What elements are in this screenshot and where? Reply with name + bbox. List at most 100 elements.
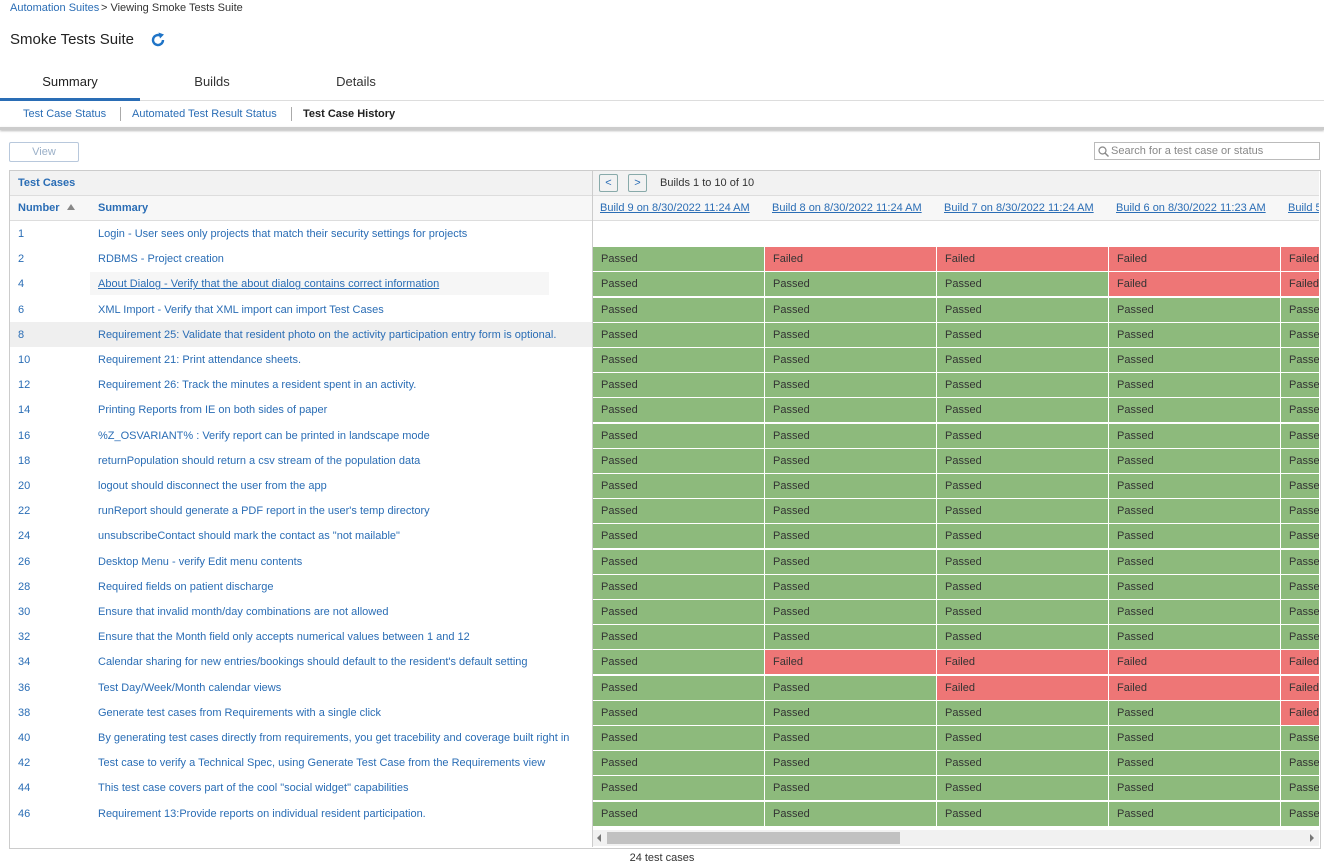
result-text: Passed <box>601 304 638 316</box>
scroll-left[interactable] <box>596 834 602 842</box>
row-number[interactable]: 28 <box>18 581 30 593</box>
tab[interactable]: Summary <box>20 74 120 89</box>
row-summary[interactable]: This test case covers part of the cool "… <box>98 782 408 794</box>
pager-next[interactable]: > <box>628 174 647 192</box>
row-number[interactable]: 16 <box>18 430 30 442</box>
row-summary[interactable]: Test Day/Week/Month calendar views <box>98 682 281 694</box>
row-number[interactable]: 20 <box>18 480 30 492</box>
scroll-right[interactable] <box>1309 834 1315 842</box>
row-number[interactable]: 12 <box>18 379 30 391</box>
scrollbar-thumb[interactable] <box>607 832 900 844</box>
result-cell: Passed <box>765 600 936 624</box>
result-text: Passed <box>1289 480 1319 492</box>
row-number[interactable]: 26 <box>18 556 30 568</box>
result-text: Passed <box>773 455 810 467</box>
result-text: Passed <box>945 707 982 719</box>
row-summary[interactable]: Ensure that invalid month/day combinatio… <box>98 606 388 618</box>
build-header[interactable]: Build 9 on 8/30/2022 11:24 AM <box>600 202 750 214</box>
tab[interactable]: Builds <box>162 74 262 89</box>
row-summary[interactable]: Generate test cases from Requirements wi… <box>98 707 381 719</box>
result-cell: Passed <box>765 272 936 296</box>
row-number[interactable]: 42 <box>18 757 30 769</box>
row-summary[interactable]: By generating test cases directly from r… <box>98 732 569 744</box>
result-text: Passed <box>945 782 982 794</box>
row-number[interactable]: 2 <box>18 253 24 265</box>
build-header[interactable]: Build 5 <box>1288 202 1319 214</box>
row-number[interactable]: 10 <box>18 354 30 366</box>
row-summary[interactable]: Test case to verify a Technical Spec, us… <box>98 757 545 769</box>
row-number[interactable]: 46 <box>18 808 30 820</box>
row-summary[interactable]: returnPopulation should return a csv str… <box>98 455 420 467</box>
row-summary[interactable]: About Dialog - Verify that the about dia… <box>98 278 439 290</box>
number-header[interactable]: Number <box>18 202 60 214</box>
result-text: Passed <box>945 304 982 316</box>
result-cell: Passed <box>593 449 764 473</box>
row-number[interactable]: 14 <box>18 404 30 416</box>
result-cell: Failed <box>1281 650 1319 674</box>
search-box[interactable]: Search for a test case or status <box>1094 142 1320 160</box>
row-number[interactable]: 18 <box>18 455 30 467</box>
row-summary[interactable]: Requirement 13:Provide reports on indivi… <box>98 808 426 820</box>
result-text: Passed <box>601 808 638 820</box>
result-text: Passed <box>1289 606 1319 618</box>
subtab[interactable]: Test Case History <box>303 108 395 120</box>
row-summary[interactable]: Requirement 21: Print attendance sheets. <box>98 354 301 366</box>
result-text: Passed <box>773 707 810 719</box>
row-summary[interactable]: Required fields on patient discharge <box>98 581 274 593</box>
row-number[interactable]: 34 <box>18 656 30 668</box>
row-number[interactable]: 22 <box>18 505 30 517</box>
tab[interactable]: Details <box>306 74 406 89</box>
row-summary[interactable]: XML Import - Verify that XML import can … <box>98 304 384 316</box>
result-cell: Passed <box>765 449 936 473</box>
pager-prev[interactable]: < <box>599 174 618 192</box>
row-number[interactable]: 40 <box>18 732 30 744</box>
result-text: Passed <box>1289 732 1319 744</box>
build-header[interactable]: Build 6 on 8/30/2022 11:23 AM <box>1116 202 1266 214</box>
result-text: Passed <box>601 379 638 391</box>
result-text: Passed <box>1117 707 1154 719</box>
row-summary[interactable]: Requirement 25: Validate that resident p… <box>98 329 556 341</box>
row-summary[interactable]: unsubscribeContact should mark the conta… <box>98 530 400 542</box>
subtab[interactable]: Automated Test Result Status <box>132 108 277 120</box>
row-summary[interactable]: Requirement 26: Track the minutes a resi… <box>98 379 416 391</box>
scrollbar[interactable] <box>593 830 1319 846</box>
row-summary[interactable]: %Z_OSVARIANT% : Verify report can be pri… <box>98 430 430 442</box>
result-text: Passed <box>1117 379 1154 391</box>
result-text: Passed <box>1289 430 1319 442</box>
result-cell: Passed <box>1281 600 1319 624</box>
result-cell: Passed <box>1281 398 1319 422</box>
subtab[interactable]: Test Case Status <box>23 108 106 120</box>
result-text: Passed <box>773 606 810 618</box>
row-number[interactable]: 44 <box>18 782 30 794</box>
view-button[interactable]: View <box>9 142 79 162</box>
row-number[interactable]: 38 <box>18 707 30 719</box>
build-header[interactable]: Build 8 on 8/30/2022 11:24 AM <box>772 202 922 214</box>
result-text: Passed <box>1117 354 1154 366</box>
row-summary[interactable]: Desktop Menu - verify Edit menu contents <box>98 556 302 568</box>
row-number[interactable]: 24 <box>18 530 30 542</box>
result-cell: Passed <box>1281 625 1319 649</box>
row-number[interactable]: 6 <box>18 304 24 316</box>
row-summary[interactable]: runReport should generate a PDF report i… <box>98 505 430 517</box>
row-summary[interactable]: Login - User sees only projects that mat… <box>98 228 467 240</box>
row-number[interactable]: 36 <box>18 682 30 694</box>
result-cell: Passed <box>593 575 764 599</box>
refresh-icon[interactable] <box>149 31 167 49</box>
result-cell: Passed <box>1281 751 1319 775</box>
summary-header[interactable]: Summary <box>98 202 148 214</box>
row-summary[interactable]: Ensure that the Month field only accepts… <box>98 631 470 643</box>
row-summary[interactable]: RDBMS - Project creation <box>98 253 224 265</box>
breadcrumb-link[interactable]: Automation Suites <box>10 2 99 14</box>
row-summary[interactable]: Printing Reports from IE on both sides o… <box>98 404 327 416</box>
result-cell: Failed <box>765 247 936 271</box>
row-summary[interactable]: Calendar sharing for new entries/booking… <box>98 656 528 668</box>
build-header[interactable]: Build 7 on 8/30/2022 11:24 AM <box>944 202 1094 214</box>
row-number[interactable]: 32 <box>18 631 30 643</box>
row-number[interactable]: 1 <box>18 228 24 240</box>
row-number[interactable]: 4 <box>18 278 24 290</box>
result-text: Failed <box>1289 656 1319 668</box>
row-number[interactable]: 8 <box>18 329 24 341</box>
row-number[interactable]: 30 <box>18 606 30 618</box>
row-summary[interactable]: logout should disconnect the user from t… <box>98 480 327 492</box>
